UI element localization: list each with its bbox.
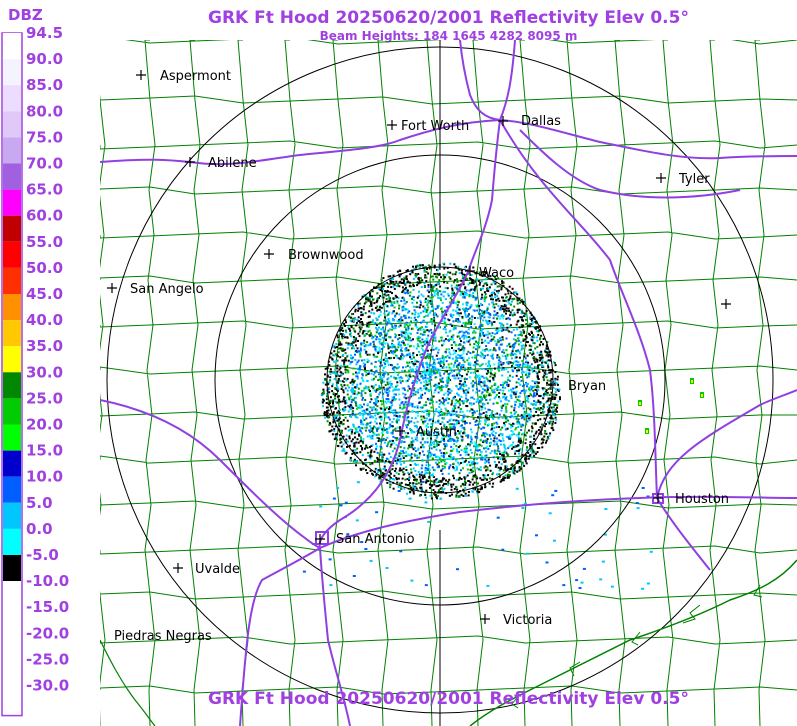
- legend-label: 94.5: [26, 24, 63, 42]
- city-label: Brownwood: [288, 248, 364, 263]
- legend-swatch: [3, 528, 21, 555]
- city-marker: [480, 614, 490, 624]
- reflectivity-echoes: [302, 262, 704, 590]
- rio-grande: [100, 639, 156, 726]
- city-marker: [653, 493, 663, 503]
- city-label: Fort Worth: [401, 119, 469, 134]
- legend-swatch: [3, 137, 21, 164]
- city-label: Piedras Negras: [114, 629, 212, 644]
- legend-label: -25.0: [26, 650, 69, 668]
- legend-colorbar: 94.5 90.0 85.0 80.0 75.0 70.0 65.0 60.0 55.0 50.0…: [1, 24, 69, 717]
- city-marker: [498, 116, 508, 126]
- legend-swatch: [3, 189, 21, 216]
- beam-heights: Beam Heights: 184 1645 4282 8095 m: [319, 29, 578, 43]
- legend-swatch: [3, 476, 21, 503]
- city-marker: [315, 534, 325, 544]
- legend-label: -15.0: [26, 598, 69, 616]
- legend-label: -30.0: [26, 677, 69, 695]
- legend-swatch: [3, 424, 21, 451]
- city-marker: [387, 120, 397, 130]
- legend-label: -10.0: [26, 572, 69, 590]
- legend-swatch: [3, 33, 21, 60]
- dbz-legend: DBZ 94.5 90.0 85.0 80.0 75.0 70.0 65.0 60.0 55.0…: [0, 0, 100, 726]
- legend-swatch: [3, 346, 21, 373]
- city-label: Austin: [416, 425, 457, 440]
- map-footer-title: GRK Ft Hood 20250620/2001 Reflectivity E…: [208, 689, 689, 709]
- city-marker: [656, 173, 666, 183]
- legend-swatch: [3, 659, 21, 686]
- legend-label: 85.0: [26, 76, 63, 94]
- legend-swatch: [3, 633, 21, 660]
- city-marker: [395, 426, 405, 436]
- legend-label: -20.0: [26, 624, 69, 642]
- legend-swatch: [3, 372, 21, 399]
- legend-swatch: [3, 555, 21, 582]
- city-marker: [465, 266, 475, 276]
- legend-label: 35.0: [26, 337, 63, 355]
- city-label: Aspermont: [160, 69, 231, 84]
- legend-label: 0.0: [26, 520, 53, 538]
- city-marker: [173, 563, 183, 573]
- legend-swatch: [3, 241, 21, 268]
- city-marker: [185, 157, 195, 167]
- city-label: Waco: [479, 266, 514, 281]
- legend-swatch: [3, 685, 21, 712]
- legend-swatch: [3, 581, 21, 608]
- legend-swatch: [3, 163, 21, 190]
- legend-swatch: [3, 450, 21, 477]
- city-marker: [264, 249, 274, 259]
- legend-swatch: [3, 215, 21, 242]
- legend-swatch: [3, 267, 21, 294]
- map-title: GRK Ft Hood 20250620/2001 Reflectivity E…: [208, 8, 689, 28]
- legend-label: 70.0: [26, 155, 63, 173]
- legend-label: 65.0: [26, 181, 63, 199]
- city-label: Bryan: [568, 379, 606, 394]
- legend-label: 15.0: [26, 442, 63, 460]
- legend-swatch: [3, 59, 21, 86]
- city-marker: [107, 283, 117, 293]
- legend-swatch: [3, 320, 21, 347]
- legend-label: 20.0: [26, 416, 63, 434]
- legend-swatch: [3, 607, 21, 634]
- highways: [100, 40, 797, 726]
- city-label: Victoria: [503, 613, 552, 628]
- legend-label: 55.0: [26, 233, 63, 251]
- legend-label: 75.0: [26, 128, 63, 146]
- city-label: Houston: [675, 492, 729, 507]
- city-marker: [546, 380, 556, 390]
- coastline: [469, 559, 797, 726]
- city-label: Dallas: [521, 114, 561, 129]
- city-label: San Antonio: [336, 532, 415, 547]
- city-label: Abilene: [208, 156, 257, 171]
- city-label: Uvalde: [195, 562, 240, 577]
- city-marker: [721, 299, 731, 309]
- city-marker: [136, 70, 146, 80]
- legend-label: 80.0: [26, 102, 63, 120]
- legend-label: 5.0: [26, 494, 53, 512]
- legend-label: 25.0: [26, 389, 63, 407]
- legend-swatch: [3, 294, 21, 321]
- legend-label: 60.0: [26, 207, 63, 225]
- legend-swatch: [3, 85, 21, 112]
- legend-label: -5.0: [26, 546, 59, 564]
- legend-unit: DBZ: [8, 6, 43, 24]
- legend-label: 45.0: [26, 285, 63, 303]
- legend-label: 30.0: [26, 363, 63, 381]
- legend-swatch: [3, 398, 21, 425]
- legend-label: 10.0: [26, 468, 63, 486]
- legend-label: 50.0: [26, 259, 63, 277]
- coastline-inlets: [511, 584, 763, 709]
- legend-label: 90.0: [26, 50, 63, 68]
- legend-label: 40.0: [26, 311, 63, 329]
- legend-swatch: [3, 502, 21, 529]
- legend-swatch: [3, 111, 21, 138]
- city-markers: Aspermont Fort Worth Dallas Abilene Tyler Bro…: [107, 69, 731, 644]
- city-label: San Angelo: [130, 282, 204, 297]
- city-label: Tyler: [678, 172, 710, 187]
